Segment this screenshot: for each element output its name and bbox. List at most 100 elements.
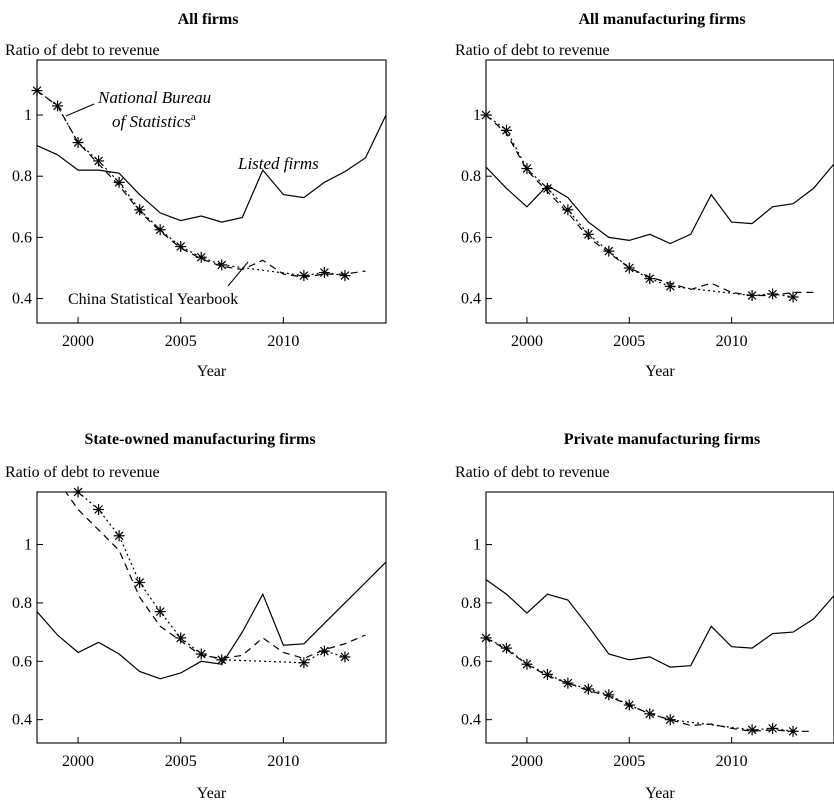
x-tick-label: 2010 [716,753,748,770]
x-axis-label: Year [645,363,675,380]
annotation-statistical-yearbook: China Statistical Yearbook [68,291,238,308]
panel-2: All manufacturing firms Ratio of debt to … [455,11,834,380]
series-line-listed-firms [486,579,834,668]
star-marker [500,124,512,136]
y-tick-label: 0.4 [461,712,481,729]
star-marker [582,683,594,695]
y-tick-label: 1 [24,537,32,554]
y-tick-label: 1 [473,537,481,554]
star-marker [787,291,799,303]
star-marker [562,677,574,689]
panel-1: All firms Ratio of debt to revenue Year 0.4… [5,11,387,380]
plot-frame [485,59,834,324]
star-marker [521,163,533,175]
star-marker [603,689,615,701]
series-line-national-bureau [486,114,794,298]
annotation-listed-firms: Listed firms [237,154,319,173]
star-marker [480,632,492,644]
x-tick-label: 2000 [62,753,94,770]
y-tick-label: 0.8 [12,168,32,185]
star-marker [644,273,656,285]
star-marker [767,722,779,734]
annotation-national-bureau-line2: of Statisticsa [112,111,196,131]
star-marker [603,245,615,257]
panel-title: State-owned manufacturing firms [84,431,315,448]
star-marker [113,530,125,542]
star-marker [154,224,166,236]
star-marker [767,288,779,300]
series-line-listed-firms [486,163,834,245]
star-marker [644,708,656,720]
star-marker [318,645,330,657]
series-line-national-bureau [486,637,794,732]
x-axis-label: Year [197,785,227,801]
x-tick-label: 2000 [511,753,543,770]
star-marker [787,725,799,737]
star-marker [318,267,330,279]
annotation-pointer-yearbook [227,261,249,287]
star-marker [562,204,574,216]
annotation-national-bureau: National Bureau [97,88,211,107]
y-tick-label: 0.4 [12,712,32,729]
star-marker [298,270,310,282]
series-line-statistical-yearbook [486,114,814,297]
y-axis-label: Ratio of debt to revenue [5,42,160,59]
x-tick-label: 2000 [511,333,543,350]
y-tick-label: 1 [473,107,481,124]
y-axis-label: Ratio of debt to revenue [455,464,610,481]
star-marker [623,699,635,711]
y-tick-label: 0.8 [12,595,32,612]
star-marker [195,648,207,660]
star-marker [623,262,635,274]
series-line-statistical-yearbook [65,492,366,660]
star-marker [541,668,553,680]
star-marker [582,228,594,240]
star-marker [500,642,512,654]
series-line-listed-firms [37,561,386,680]
x-tick-label: 2005 [613,333,645,350]
star-marker [521,658,533,670]
x-tick-label: 2010 [267,333,299,350]
y-tick-label: 1 [24,107,32,124]
star-marker [72,137,84,149]
star-marker [664,280,676,292]
star-marker [175,241,187,253]
star-marker [72,486,84,498]
panel-title: Private manufacturing firms [564,431,760,448]
plot-frame [36,491,387,744]
star-marker [93,504,105,516]
star-marker [216,259,228,271]
x-tick-label: 2000 [62,333,94,350]
y-tick-label: 0.4 [12,291,32,308]
star-marker [746,724,758,736]
plot-frame [36,59,387,324]
y-tick-label: 0.6 [12,653,32,670]
x-axis-label: Year [197,363,227,380]
star-marker [746,289,758,301]
y-tick-label: 0.4 [461,291,481,308]
star-marker [339,270,351,282]
star-marker [52,100,64,112]
x-tick-label: 2005 [613,753,645,770]
y-tick-label: 0.6 [12,229,32,246]
star-marker [175,632,187,644]
y-tick-label: 0.8 [461,595,481,612]
star-marker [31,85,43,97]
panel-4: Private manufacturing firms Ratio of debt… [455,431,834,801]
star-marker [339,651,351,663]
panel-3: State-owned manufacturing firms Ratio of … [5,431,387,801]
y-tick-label: 0.8 [461,168,481,185]
series-line-statistical-yearbook [37,90,366,278]
x-tick-label: 2010 [267,753,299,770]
series-line-national-bureau [77,492,346,664]
star-marker [93,155,105,167]
panel-title: All manufacturing firms [578,11,745,28]
star-marker [480,109,492,121]
star-marker [216,654,228,666]
star-marker [113,176,125,188]
y-tick-label: 0.6 [461,229,481,246]
star-marker [195,251,207,263]
star-marker [664,714,676,726]
x-tick-label: 2010 [716,333,748,350]
